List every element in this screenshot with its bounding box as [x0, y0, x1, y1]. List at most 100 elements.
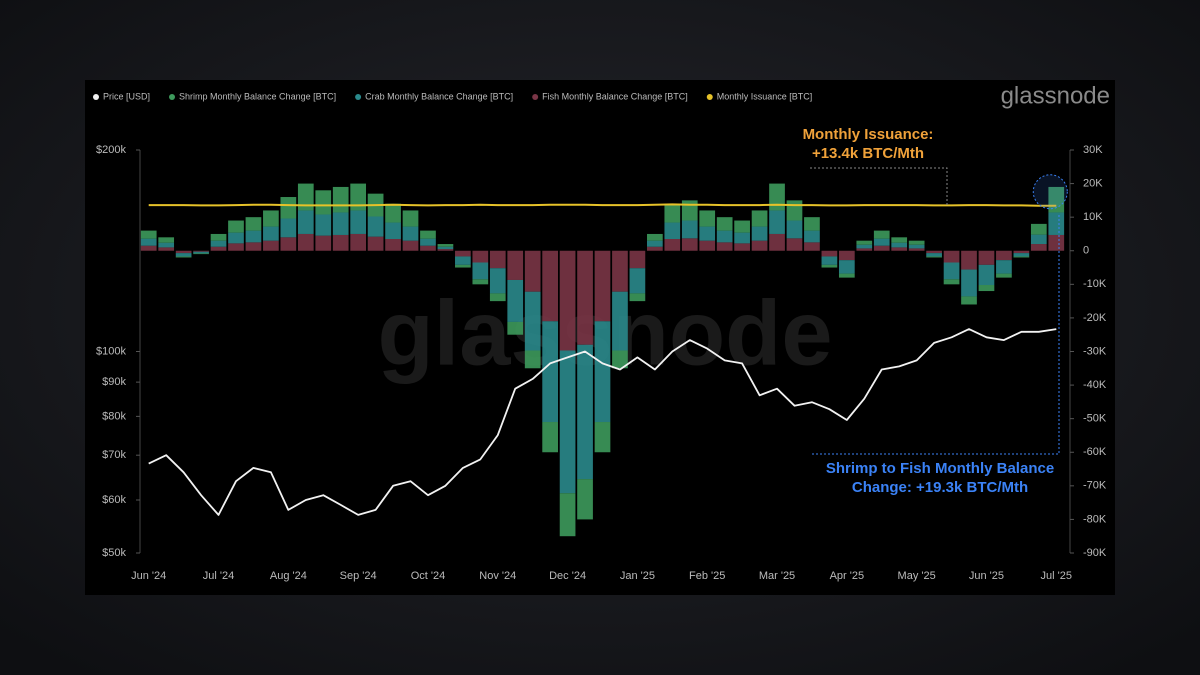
- bar: [786, 200, 803, 221]
- bar: [489, 268, 506, 294]
- bar: [804, 217, 820, 231]
- bar: [891, 242, 908, 248]
- bar: [681, 238, 698, 251]
- x-tick-label: Jun '24: [131, 570, 166, 582]
- bar: [856, 248, 873, 251]
- line-series: [148, 203, 1057, 207]
- x-tick-label: Jan '25: [620, 570, 655, 582]
- y2-tick-label: 20K: [1083, 177, 1103, 189]
- bar: [978, 285, 995, 292]
- legend-marker: [355, 94, 362, 100]
- legend-marker: [706, 94, 713, 100]
- bar: [158, 242, 175, 248]
- bar: [908, 240, 925, 245]
- bar: [559, 250, 576, 351]
- bar: [996, 250, 1012, 261]
- bar: [664, 203, 681, 223]
- bar: [891, 247, 908, 251]
- bar: [664, 222, 681, 239]
- y-tick-label: $200k: [96, 144, 126, 156]
- bar: [297, 210, 314, 234]
- bar: [612, 291, 628, 351]
- bar: [175, 256, 192, 258]
- bar: [140, 230, 157, 239]
- bar: [367, 236, 384, 251]
- bar: [420, 230, 436, 239]
- bar: [437, 246, 454, 250]
- x-tick-label: Jun '25: [969, 570, 1004, 582]
- bar: [140, 238, 157, 246]
- bar: [193, 251, 209, 254]
- bar: [838, 250, 855, 261]
- bar: [367, 216, 384, 237]
- bar: [472, 250, 489, 263]
- bar: [1030, 234, 1047, 245]
- legend-label: Fish Monthly Balance Change [BTC]: [542, 91, 688, 101]
- bar: [786, 220, 803, 239]
- bar: [786, 238, 803, 251]
- bar: [647, 233, 663, 241]
- legend-label: Monthly Issuance [BTC]: [717, 91, 813, 101]
- bar: [402, 210, 419, 227]
- bar: [350, 183, 367, 211]
- bar: [193, 253, 209, 255]
- x-tick-label: Jul '25: [1041, 570, 1072, 582]
- bar: [263, 240, 279, 251]
- bar: [420, 245, 436, 251]
- bar: [594, 250, 611, 322]
- bar: [769, 233, 785, 251]
- bar: [559, 350, 576, 494]
- bar: [245, 230, 262, 243]
- bar: [542, 321, 558, 423]
- bar: [577, 344, 593, 480]
- annotation: Monthly Issuance:: [803, 126, 934, 143]
- bar: [681, 200, 698, 221]
- bar: [996, 273, 1012, 278]
- bar: [629, 268, 646, 294]
- bar: [577, 250, 593, 345]
- bar: [908, 248, 925, 251]
- bar: [629, 250, 646, 269]
- bar: [751, 226, 768, 241]
- bar: [542, 422, 558, 453]
- bar: [280, 237, 297, 251]
- bar: [716, 217, 733, 231]
- y2-tick-label: -90K: [1083, 547, 1107, 559]
- bar: [716, 230, 733, 243]
- bar: [943, 279, 960, 285]
- bar: [751, 240, 768, 251]
- bar: [716, 242, 733, 251]
- y2-tick-label: 30K: [1083, 144, 1103, 156]
- y-tick-label: $80k: [102, 410, 126, 422]
- bar: [926, 250, 942, 254]
- bar: [821, 250, 838, 257]
- bar: [524, 350, 541, 369]
- x-tick-label: Jul '24: [203, 570, 234, 582]
- bar: [996, 260, 1012, 274]
- bar: [873, 238, 890, 246]
- bar: [437, 244, 454, 247]
- y-tick-label: $50k: [102, 547, 126, 559]
- legend-label: Price [USD]: [103, 91, 150, 101]
- bar: [961, 250, 977, 270]
- bar: [402, 226, 419, 241]
- bar: [507, 321, 524, 335]
- bar: [559, 493, 576, 537]
- bar: [507, 279, 524, 322]
- bar: [856, 240, 873, 245]
- bar: [507, 250, 524, 280]
- y2-tick-label: -70K: [1083, 480, 1107, 492]
- bar: [472, 262, 489, 280]
- x-tick-label: Sep '24: [340, 570, 377, 582]
- bar: [873, 245, 890, 251]
- bar: [594, 321, 611, 423]
- bar: [734, 232, 750, 244]
- bar: [228, 232, 244, 244]
- bar: [751, 210, 768, 227]
- y2-tick-label: -40K: [1083, 379, 1107, 391]
- y-tick-label: $90k: [102, 376, 126, 388]
- bar: [175, 253, 192, 257]
- bar: [1030, 244, 1047, 251]
- bar: [664, 238, 681, 251]
